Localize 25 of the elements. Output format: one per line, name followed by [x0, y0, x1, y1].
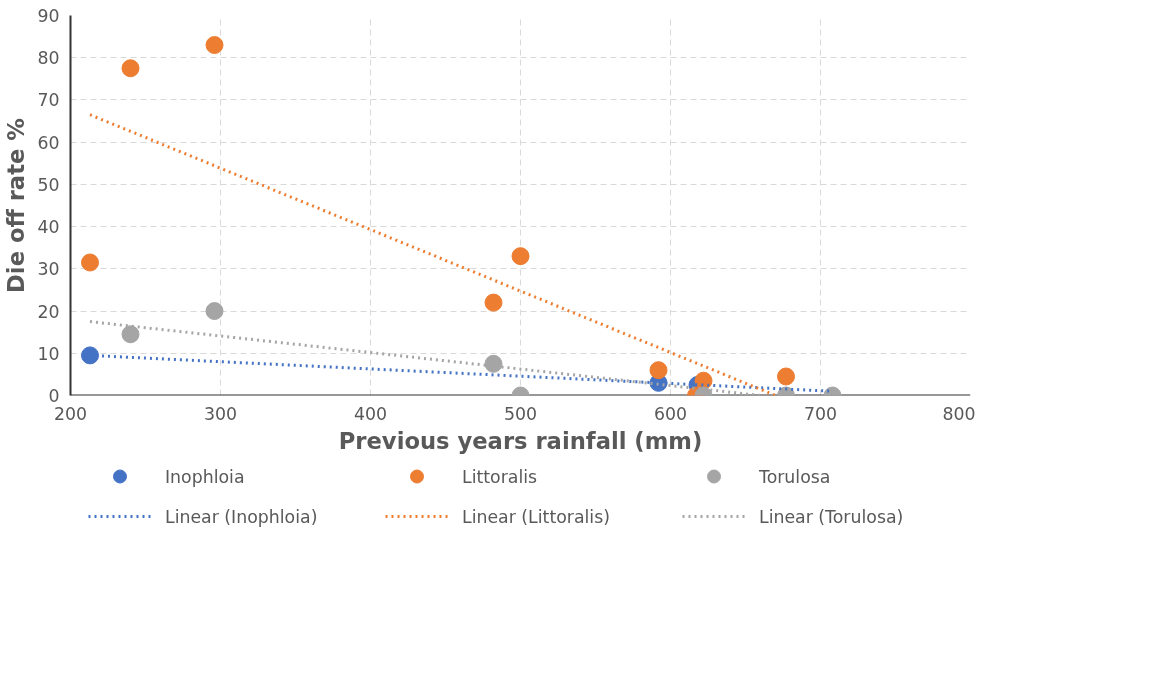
y-axis-title: Die off rate %	[3, 118, 30, 293]
x-tick-label: 600	[653, 403, 688, 424]
x-tick-label: 800	[942, 403, 976, 424]
x-tick-label: 500	[503, 403, 538, 424]
y-tick-label: 10	[37, 343, 60, 364]
x-tick-label: 400	[353, 403, 388, 424]
x-axis-title: Previous years rainfall (mm)	[338, 427, 703, 454]
legend-label: Linear (Inophloia)	[165, 506, 318, 527]
legend-label: Inophloia	[165, 466, 245, 487]
y-tick-label: 80	[37, 48, 60, 69]
y-tick-label: 90	[37, 6, 60, 26]
legend-label: Linear (Torulosa)	[759, 506, 904, 527]
y-tick-label: 50	[37, 174, 60, 195]
x-tick-label: 200	[53, 403, 88, 424]
y-tick-label: 40	[37, 217, 60, 238]
legend-label: Linear (Littoralis)	[462, 506, 610, 527]
x-tick-label: 300	[203, 403, 238, 424]
y-tick-label: 20	[37, 301, 60, 322]
y-tick-label: 60	[37, 132, 60, 153]
legend-label: Littoralis	[462, 466, 538, 487]
y-tick-label: 30	[37, 259, 60, 280]
y-tick-label: 70	[37, 90, 60, 111]
legend-label: Torulosa	[758, 466, 831, 487]
y-tick-label: 0	[48, 386, 60, 406]
x-tick-label: 700	[803, 403, 838, 424]
